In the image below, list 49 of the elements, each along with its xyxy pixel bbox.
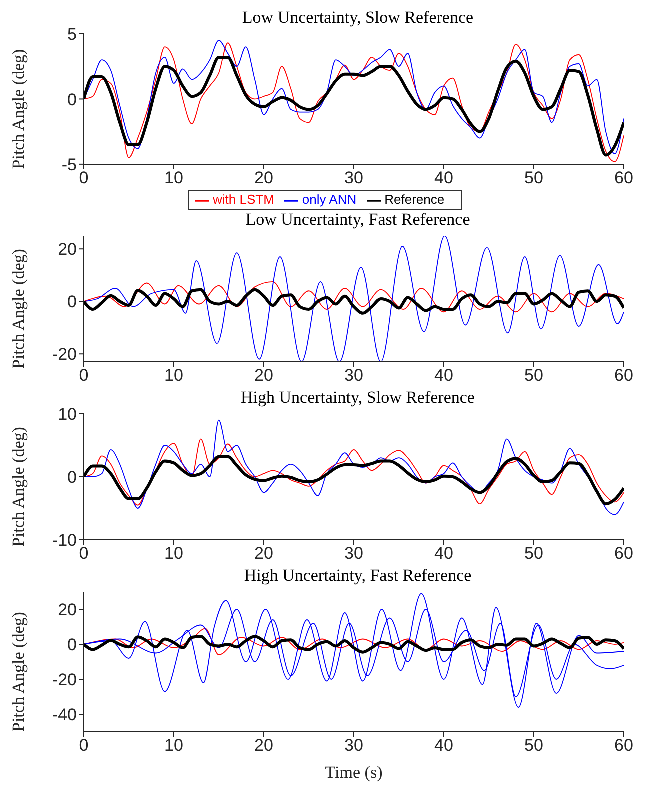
x-tick-label: 60 (614, 366, 634, 386)
x-tick-label: 60 (614, 736, 634, 756)
x-tick-label: 20 (254, 366, 274, 386)
y-tick-label: 0 (68, 636, 77, 655)
x-tick-label: 40 (434, 736, 454, 756)
x-tick-label: 20 (254, 544, 274, 564)
x-tick-label: 50 (524, 168, 544, 188)
chart-title: High Uncertainty, Fast Reference (243, 566, 473, 586)
y-tick-label: -20 (52, 345, 77, 364)
legend-label: Reference (384, 192, 445, 208)
x-tick-label: 10 (164, 544, 184, 564)
y-tick-label: -20 (52, 670, 77, 690)
x-tick-label: 10 (164, 736, 184, 756)
x-tick-label: 50 (524, 544, 544, 564)
x-tick-label: 30 (344, 366, 364, 386)
x-tick-label: 50 (524, 736, 544, 756)
x-tick-label: 30 (344, 168, 364, 188)
x-tick-label: 10 (164, 168, 184, 188)
y-tick-label: 0 (68, 292, 77, 312)
x-tick-label: 40 (434, 544, 454, 564)
chart-title: Low Uncertainty, Slow Reference (242, 8, 474, 27)
y-axis-title: Pitch Angle (deg) (9, 249, 28, 369)
legend-label: only ANN (302, 192, 357, 208)
x-tick-label: 30 (344, 544, 364, 564)
y-tick-label: 10 (58, 405, 77, 424)
y-tick-label: -5 (62, 155, 77, 174)
x-tick-label: 40 (434, 168, 454, 188)
y-tick-label: -10 (52, 531, 77, 550)
y-tick-label: 0 (68, 90, 77, 110)
legend-label: with LSTM (213, 192, 274, 208)
chart-title: Low Uncertainty, Fast Reference (244, 210, 472, 230)
x-tick-label: 10 (164, 366, 184, 386)
x-tick-label: 30 (344, 736, 364, 756)
y-tick-label: -40 (52, 706, 77, 725)
chart-title: High Uncertainty, Slow Reference (241, 388, 475, 407)
y-tick-label: 20 (58, 600, 77, 620)
x-axis-title: Time (s) (325, 763, 383, 782)
y-axis-title: Pitch Angle (deg) (9, 427, 28, 547)
x-tick-label: 50 (524, 366, 544, 386)
y-axis-title: Pitch Angle (deg) (9, 612, 28, 732)
x-tick-label: 40 (434, 366, 454, 386)
y-tick-label: 20 (58, 240, 77, 260)
x-tick-label: 60 (614, 544, 634, 564)
x-tick-label: 20 (254, 736, 274, 756)
y-tick-label: 0 (68, 468, 77, 488)
y-axis-title: Pitch Angle (deg) (9, 49, 28, 170)
x-tick-label: 20 (254, 168, 274, 188)
x-tick-label: 60 (614, 168, 634, 188)
y-tick-label: 5 (68, 25, 77, 44)
